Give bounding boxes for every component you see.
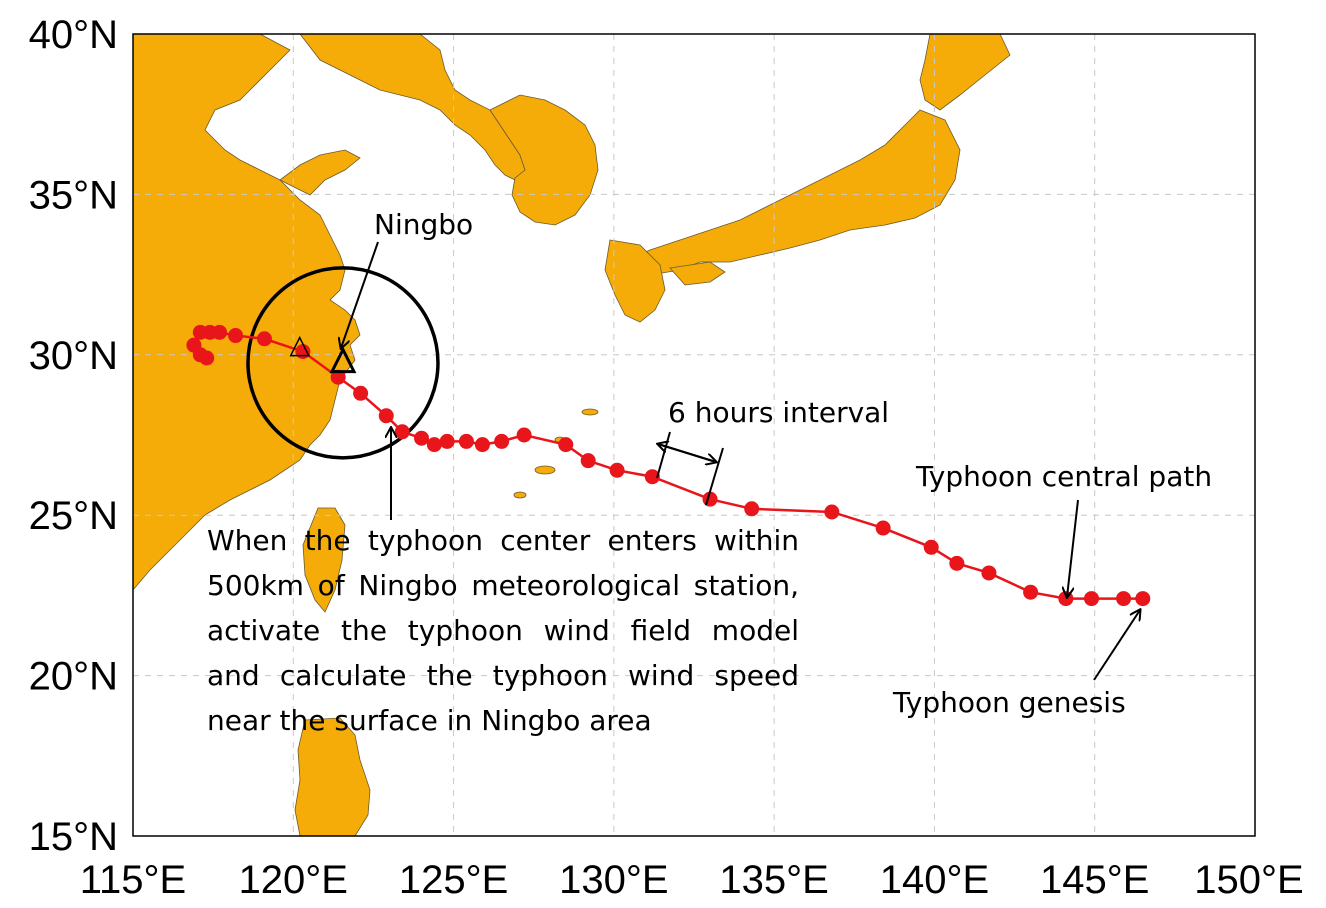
track-point: [295, 344, 311, 360]
track-point: [609, 462, 625, 478]
track-point: [228, 328, 244, 344]
station-markers: [289, 335, 357, 374]
lat-tick-label: 20°N: [29, 655, 118, 699]
track-point: [1135, 591, 1151, 607]
genesis-label: Typhoon genesis: [892, 686, 1126, 719]
track-point: [824, 504, 840, 520]
genesis-arrow: [1093, 610, 1140, 681]
typhoon-track-points: [186, 324, 1151, 607]
track-point: [1084, 591, 1100, 607]
lon-tick-label: 115°E: [80, 858, 186, 902]
track-point: [192, 324, 208, 340]
track-point: [330, 369, 346, 385]
track-point: [644, 469, 660, 485]
500km-radius-circle: [246, 266, 440, 460]
lon-tick-label: 150°E: [1194, 858, 1303, 902]
gridlines: [133, 34, 1255, 836]
lat-tick-label: 40°N: [29, 13, 118, 57]
track-point: [558, 437, 574, 453]
interval-label: 6 hours interval: [668, 396, 889, 429]
track-point: [474, 437, 490, 453]
taiwan: [302, 507, 346, 613]
shandong-peninsula: [279, 149, 361, 196]
annotation-arrows: [341, 241, 1140, 681]
lon-tick-label: 130°E: [559, 858, 668, 902]
track-point: [1058, 591, 1074, 607]
north-korea-liaoning: [299, 34, 526, 181]
track-point: [1023, 584, 1039, 600]
ningbo-arrow: [341, 241, 379, 348]
lon-tick-label: 125°E: [399, 858, 508, 902]
track-point: [256, 331, 272, 347]
track-point: [580, 453, 596, 469]
lat-tick-label: 30°N: [29, 334, 118, 378]
track-point: [494, 433, 510, 449]
lat-tick-label: 15°N: [29, 815, 118, 859]
longitude-tick-labels: 115°E 120°E 125°E 130°E 135°E 140°E 145°E 150°E: [80, 858, 1304, 902]
track-point: [516, 427, 532, 443]
track-point: [458, 433, 474, 449]
interval-arrow-reverse: [657, 443, 716, 462]
track-point: [744, 501, 760, 517]
latitude-tick-labels: 40°N 35°N 30°N 25°N 20°N 15°N: [29, 13, 118, 859]
station-marker: [289, 335, 310, 357]
map-frame: [132, 33, 1256, 837]
shikoku: [669, 261, 726, 286]
ningbo-label: Ningbo: [374, 208, 473, 241]
interval-tick-left: [656, 431, 671, 479]
central-path-label: Typhoon central path: [915, 460, 1212, 493]
lon-tick-label: 120°E: [239, 858, 348, 902]
track-point: [949, 555, 965, 571]
luzon: [294, 717, 371, 836]
track-point: [1116, 591, 1132, 607]
lon-tick-label: 140°E: [880, 858, 989, 902]
lon-tick-label: 135°E: [719, 858, 828, 902]
track-point: [981, 565, 997, 581]
track-point: [426, 437, 442, 453]
ningbo-station-marker: [329, 346, 357, 374]
central-path-arrow: [1067, 499, 1079, 597]
track-point: [923, 539, 939, 555]
track-point: [875, 520, 891, 536]
hokkaido: [919, 34, 1011, 111]
track-point: [414, 430, 430, 446]
lon-tick-label: 145°E: [1040, 858, 1149, 902]
track-point: [439, 433, 455, 449]
track-point: [353, 385, 369, 401]
korean-peninsula: [489, 94, 599, 226]
kyushu: [604, 239, 666, 323]
lat-tick-label: 35°N: [29, 173, 118, 217]
lat-tick-label: 25°N: [29, 494, 118, 538]
track-point: [378, 408, 394, 424]
interval-tick-right: [705, 447, 724, 506]
track-point: [394, 424, 410, 440]
track-point: [199, 350, 215, 366]
activation-note: When the typhoon center enters within 50…: [207, 524, 799, 737]
